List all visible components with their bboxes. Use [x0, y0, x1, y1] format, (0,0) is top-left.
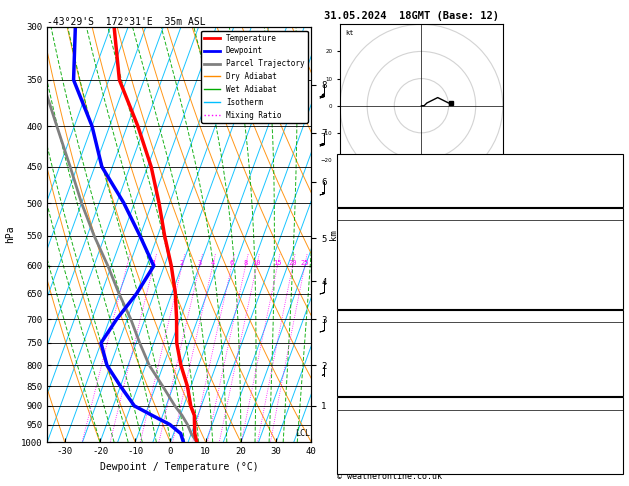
Legend: Temperature, Dewpoint, Parcel Trajectory, Dry Adiabat, Wet Adiabat, Isotherm, Mi: Temperature, Dewpoint, Parcel Trajectory… [201, 31, 308, 122]
Text: 37: 37 [609, 176, 620, 185]
Text: 10: 10 [252, 260, 261, 266]
Text: 0: 0 [614, 282, 620, 291]
Text: 312°: 312° [598, 445, 620, 454]
Text: LCL: LCL [295, 429, 310, 438]
Text: CIN (J): CIN (J) [340, 384, 377, 393]
Text: 293: 293 [603, 253, 620, 261]
Text: 6: 6 [230, 260, 234, 266]
Text: -8: -8 [609, 429, 620, 438]
Text: -40: -40 [603, 413, 620, 422]
Text: CAPE (J): CAPE (J) [340, 369, 382, 379]
Text: Lifted Index: Lifted Index [340, 355, 404, 364]
Text: 31.05.2024  18GMT (Base: 12): 31.05.2024 18GMT (Base: 12) [324, 11, 499, 21]
Text: 4: 4 [211, 260, 214, 266]
Text: 16: 16 [609, 461, 620, 470]
Text: © weatheronline.co.uk: © weatheronline.co.uk [337, 472, 442, 481]
Y-axis label: km
ASL: km ASL [329, 226, 348, 243]
Text: CIN (J): CIN (J) [340, 297, 377, 306]
Text: PW (cm): PW (cm) [340, 193, 377, 202]
Text: 2: 2 [180, 260, 184, 266]
Text: 3: 3 [198, 260, 202, 266]
Text: Lifted Index: Lifted Index [340, 267, 404, 276]
Text: Temp (°C): Temp (°C) [340, 223, 388, 232]
Text: CAPE (J): CAPE (J) [340, 282, 382, 291]
Text: 3.7: 3.7 [603, 238, 620, 247]
Text: 14: 14 [609, 267, 620, 276]
Text: 1: 1 [152, 260, 155, 266]
Text: 7.5: 7.5 [603, 223, 620, 232]
Text: Totals Totals: Totals Totals [340, 176, 409, 185]
Text: 750: 750 [603, 325, 620, 334]
Text: 0: 0 [614, 297, 620, 306]
Text: StmDir: StmDir [340, 445, 372, 454]
Text: Pressure (mb): Pressure (mb) [340, 325, 409, 334]
Text: K: K [340, 158, 345, 167]
X-axis label: Dewpoint / Temperature (°C): Dewpoint / Temperature (°C) [100, 462, 259, 472]
Text: -3: -3 [609, 158, 620, 167]
Text: Most Unstable: Most Unstable [445, 312, 515, 321]
Text: kt: kt [345, 30, 354, 36]
Text: 0.74: 0.74 [598, 193, 620, 202]
Text: 6: 6 [614, 355, 620, 364]
Text: EH: EH [340, 413, 350, 422]
Text: StmSpd (kt): StmSpd (kt) [340, 461, 399, 470]
Text: θₑ(K): θₑ(K) [340, 253, 367, 261]
Text: 0: 0 [614, 384, 620, 393]
Text: 305: 305 [603, 340, 620, 349]
Text: 0: 0 [614, 369, 620, 379]
Text: SREH: SREH [340, 429, 361, 438]
Y-axis label: hPa: hPa [5, 226, 15, 243]
Text: 8: 8 [243, 260, 248, 266]
Text: 15: 15 [273, 260, 282, 266]
Text: Hodograph: Hodograph [455, 400, 504, 409]
Text: θₑ (K): θₑ (K) [340, 340, 372, 349]
Text: Surface: Surface [461, 210, 498, 219]
Text: 25: 25 [301, 260, 309, 266]
Text: -43°29'S  172°31'E  35m ASL: -43°29'S 172°31'E 35m ASL [47, 17, 206, 27]
Text: 20: 20 [288, 260, 297, 266]
Text: Dewp (°C): Dewp (°C) [340, 238, 388, 247]
